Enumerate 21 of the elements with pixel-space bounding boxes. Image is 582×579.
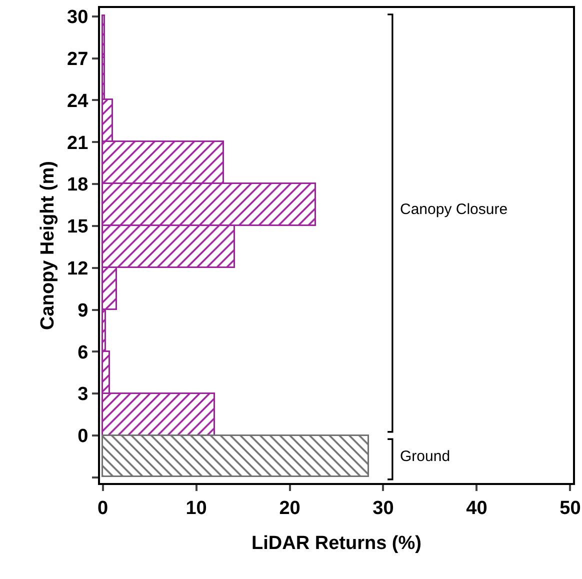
text: Canopy Closure <box>400 201 508 218</box>
y-axis-title: Canopy Height (m) <box>37 161 58 330</box>
x-tick-label: 20 <box>279 498 300 519</box>
y-tick-label: 24 <box>67 90 89 112</box>
y-tick-label: 0 <box>78 426 88 448</box>
y-tick-label: 3 <box>78 384 88 406</box>
x-axis-title: LiDAR Returns (%) <box>252 533 422 554</box>
x-tick-label: 10 <box>186 498 207 519</box>
x-tick-label: 30 <box>372 498 394 519</box>
x-tick-label: 0 <box>98 498 108 519</box>
x-tick-label: 40 <box>466 498 488 519</box>
y-tick-label: 27 <box>67 48 88 70</box>
y-tick-label: 9 <box>78 300 88 322</box>
y-tick-label: 6 <box>78 342 88 364</box>
y-tick-label: 30 <box>67 7 88 28</box>
text: Ground <box>400 448 450 465</box>
y-tick-label: 12 <box>67 258 88 280</box>
y-tick-label: 18 <box>67 174 88 196</box>
x-tick-label: 50 <box>560 498 581 519</box>
y-tick-label: 15 <box>67 216 89 238</box>
y-tick-label: 21 <box>67 132 89 154</box>
